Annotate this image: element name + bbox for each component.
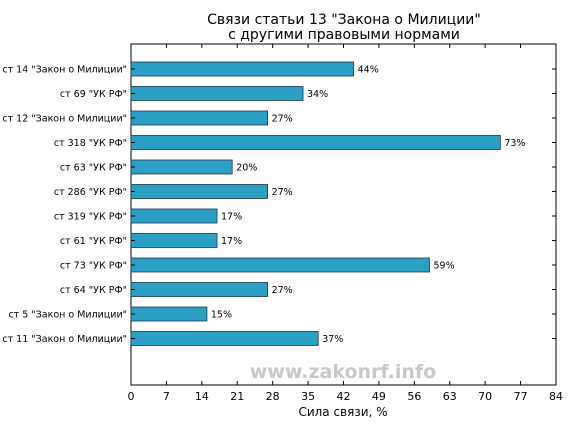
bar [130,257,430,273]
data-label: 27% [272,187,293,198]
category-label: ст 286 "УК РФ" [54,187,127,198]
data-label: 27% [272,285,293,296]
x-tick-label: 49 [372,390,386,403]
data-label: 17% [221,236,242,247]
data-label: 27% [272,114,293,125]
data-label: 34% [307,89,328,100]
x-tick-label: 0 [128,390,135,403]
bar [130,110,269,126]
data-label: 37% [322,334,343,345]
category-label: ст 69 "УК РФ" [60,89,127,100]
x-tick-label: 63 [443,390,457,403]
x-tick-label: 28 [266,390,280,403]
x-tick-label: 7 [163,390,170,403]
watermark-text: www.zakonrf.info [250,361,436,383]
category-label: ст 12 "Закон о Милиции" [2,114,127,125]
category-label: ст 11 "Закон о Милиции" [2,334,127,345]
bar [130,61,355,77]
chart-title-line-2: с другими правовыми нормами [228,27,460,43]
category-label: ст 14 "Закон о Милиции" [2,65,127,76]
category-label: ст 5 "Закон о Милиции" [8,310,127,321]
category-label: ст 319 "УК РФ" [54,212,127,223]
bar [130,282,269,297]
bar [130,135,501,150]
data-label: 44% [358,65,379,76]
data-label: 20% [236,163,257,174]
category-label: ст 61 "УК РФ" [60,236,127,247]
x-tick-label: 70 [478,390,492,403]
category-label: ст 63 "УК РФ" [60,163,127,174]
bars: ст 14 "Закон о Милиции" 44% ст 69 "УК РФ" 3… [2,61,556,346]
category-label: ст 318 "УК РФ" [54,138,127,149]
data-label: 59% [434,261,455,272]
category-label: ст 73 "УК РФ" [60,261,127,272]
data-label: 17% [221,212,242,223]
chart-title-line-1: Связи статьи 13 "Закона о Милиции" [207,12,481,28]
x-tick-label: 84 [549,390,563,403]
x-axis-label: Сила связи, % [298,405,387,419]
bar [130,86,304,101]
bar [130,208,218,224]
bar [130,233,218,248]
x-axis-ticks: 0 7 14 21 28 35 42 49 56 63 70 77 84 [128,44,563,403]
x-tick-label: 56 [407,390,421,403]
bar [130,184,269,199]
category-label: ст 64 "УК РФ" [60,285,127,296]
x-tick-label: 42 [337,390,351,403]
x-tick-label: 35 [301,390,315,403]
bar [130,331,319,346]
x-tick-label: 21 [230,390,244,403]
bar [130,306,208,322]
bar [130,159,233,175]
x-tick-label: 14 [195,390,209,403]
data-label: 73% [504,138,525,149]
x-tick-label: 77 [514,390,528,403]
data-label: 15% [211,310,232,321]
